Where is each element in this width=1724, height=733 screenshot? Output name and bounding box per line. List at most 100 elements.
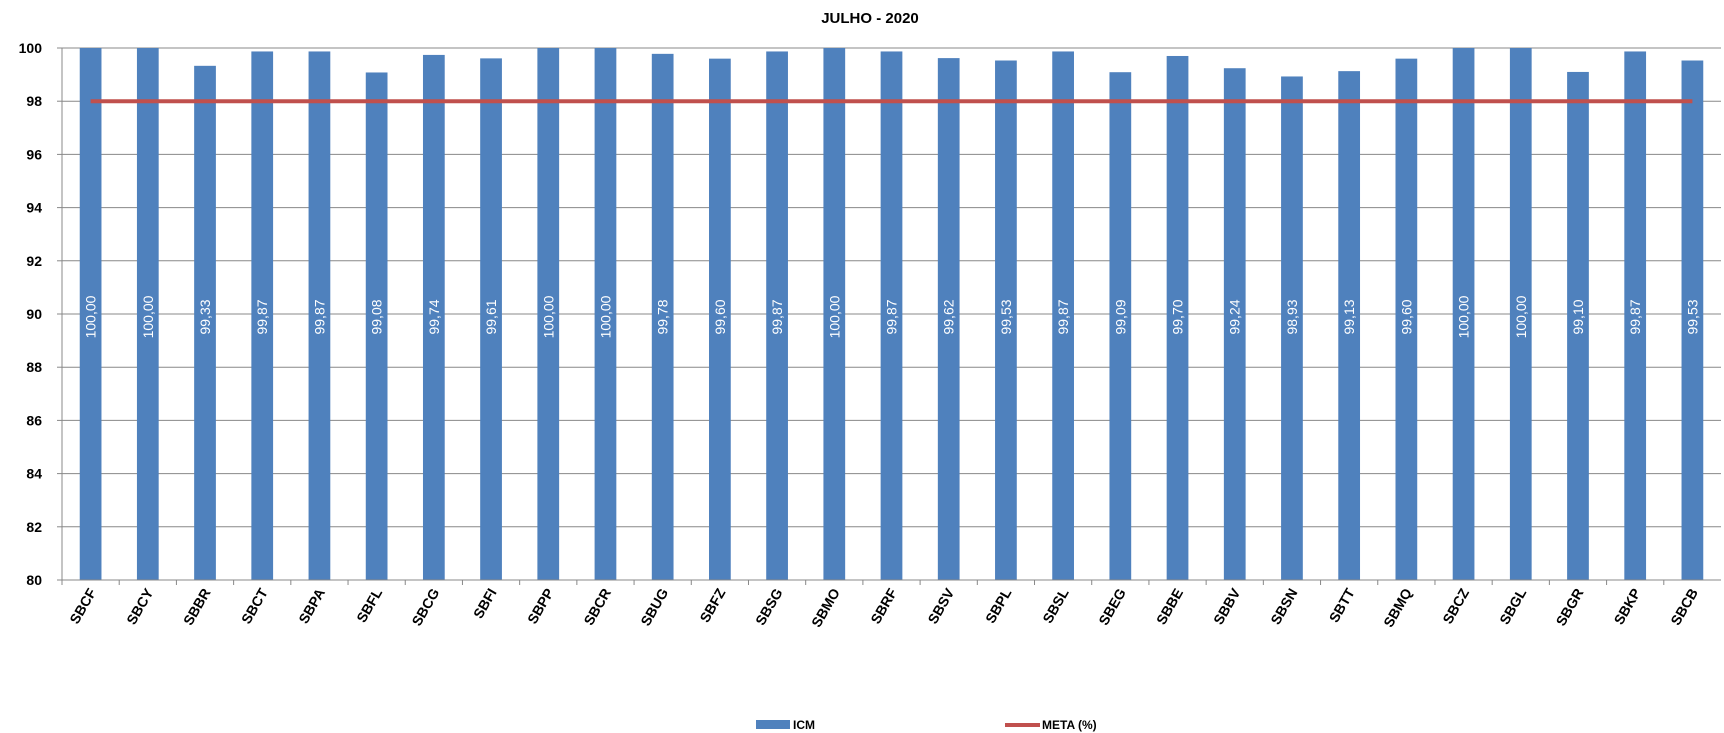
bar-sbbe: [1166, 55, 1189, 581]
bar-value-label: 99,24: [1227, 299, 1243, 334]
bar-sbtt: [1338, 71, 1361, 580]
bar-sbbv: [1223, 68, 1246, 580]
bar-sbcr: [594, 48, 617, 580]
bar-sbgr: [1567, 71, 1589, 580]
x-tick-label: SBSN: [1267, 586, 1300, 628]
bar-value-label: 99,62: [941, 299, 957, 334]
x-tick-label: SBSL: [1039, 585, 1072, 626]
x-tick-label: SBGR: [1552, 586, 1586, 629]
x-tick-label: SBCG: [408, 585, 442, 628]
bar-value-label: 99,33: [197, 299, 213, 334]
x-tick-label: SBFZ: [696, 585, 728, 625]
bar-value-label: 99,87: [1055, 299, 1071, 334]
bar-value-label: 98,93: [1284, 299, 1300, 334]
y-axis-ticks: 80 82 84 86 88 90 92 94 96 98 100: [19, 40, 62, 588]
x-tick-label: SBRF: [867, 585, 900, 626]
x-tick-label: SBCF: [66, 585, 99, 626]
bar-value-label: 100,00: [140, 295, 156, 338]
bar-sbcy: [136, 48, 159, 580]
y-tick-label: 90: [26, 306, 42, 322]
bar-value-label: 99,61: [483, 299, 499, 334]
bar-sbpp: [537, 48, 560, 580]
legend-icm-label: ICM: [793, 718, 815, 732]
bar-value-label: 100,00: [1456, 295, 1472, 338]
bar-value-label: 100,00: [540, 295, 556, 338]
x-tick-label: SBUG: [637, 585, 671, 628]
y-tick-label: 88: [26, 359, 42, 375]
bar-sbpa: [308, 51, 331, 580]
bar-sbpl: [995, 60, 1017, 580]
bar-sbsl: [1052, 51, 1074, 580]
bar-sbgl: [1509, 48, 1532, 580]
bar-sbct: [251, 51, 274, 580]
x-tick-label: SBFL: [353, 585, 385, 625]
axes: [61, 48, 1721, 581]
bar-sbfz: [709, 58, 731, 580]
y-tick-label: 84: [26, 466, 42, 482]
bar-value-label: 99,87: [884, 299, 900, 334]
y-tick-label: 92: [26, 253, 42, 269]
bar-sbsg: [766, 51, 788, 580]
x-tick-label: SBPP: [524, 586, 557, 627]
bar-value-label: 99,09: [1112, 299, 1128, 334]
x-tick-label: SBEG: [1095, 585, 1129, 627]
bar-value-label: 100,00: [1513, 295, 1529, 338]
y-tick-label: 86: [26, 412, 42, 428]
bar-sbkp: [1624, 51, 1647, 580]
y-tick-label: 82: [26, 519, 42, 535]
x-tick-label: SBSG: [752, 585, 786, 627]
x-tick-label: SBPL: [982, 585, 1015, 626]
bar-value-label: 99,87: [769, 299, 785, 334]
x-tick-label: SBCY: [123, 585, 157, 627]
bar-sbrf: [880, 51, 903, 580]
x-tick-label: SBCT: [238, 585, 271, 626]
x-tick-label: SBGL: [1496, 585, 1530, 627]
y-tick-label: 98: [26, 93, 42, 109]
bar-value-label: 99,13: [1341, 299, 1357, 334]
y-tick-label: 94: [26, 200, 42, 216]
x-tick-label: SBBV: [1210, 585, 1244, 627]
y-tick-label: 80: [26, 572, 42, 588]
bar-sbug: [651, 53, 674, 581]
legend-icm-swatch: [756, 720, 790, 729]
bar-sbsv: [937, 58, 960, 580]
x-axis-ticks: SBCF SBCY SBBR SBCT SBPA SBFL SBCG SBFI SBPP SBCR…: [61, 580, 1701, 630]
x-tick-label: SBCB: [1667, 586, 1701, 628]
bar-value-label: 99,08: [369, 299, 385, 334]
y-tick-label: 100: [19, 40, 43, 56]
x-tick-label: SBFI: [470, 586, 500, 622]
bar-value-label: 99,53: [998, 299, 1014, 334]
bar-value-label: 99,70: [1170, 299, 1186, 334]
bar-value-label: 99,78: [655, 299, 671, 334]
bar-value-label: 100,00: [826, 295, 842, 338]
x-tick-label: SBKP: [1610, 586, 1643, 628]
bar-value-label: 99,74: [426, 299, 442, 334]
bar-value-label: 99,87: [311, 299, 327, 334]
x-tick-label: SBSV: [924, 585, 957, 627]
x-tick-label: SBPA: [295, 586, 328, 627]
bar-value-label: 99,53: [1684, 299, 1700, 334]
bar-sbcg: [422, 54, 445, 580]
x-tick-label: SBTT: [1326, 585, 1358, 625]
bar-value-label: 99,87: [1627, 299, 1643, 334]
bar-sbsn: [1281, 76, 1303, 580]
bar-sbeg: [1109, 72, 1132, 581]
icm-bars: 100,00 100,00 99,33 99,87 99,87 99,08 99,74 99,…: [79, 48, 1704, 581]
x-tick-label: SBCZ: [1439, 585, 1472, 626]
bar-value-label: 99,87: [254, 299, 270, 334]
x-tick-label: SBBR: [180, 586, 214, 628]
x-tick-label: SBMO: [808, 585, 843, 629]
y-tick-label: 96: [26, 146, 42, 162]
bar-sbcz: [1452, 48, 1475, 580]
bar-value-label: 100,00: [597, 295, 613, 338]
bar-sbbr: [194, 65, 216, 580]
x-tick-label: SBCR: [580, 586, 614, 628]
chart-title: JULHO - 2020: [821, 10, 919, 27]
x-tick-label: SBMQ: [1380, 585, 1415, 629]
bar-sbmq: [1395, 58, 1418, 580]
bar-sbmo: [823, 48, 846, 580]
legend-meta-label: META (%): [1042, 718, 1097, 732]
bar-sbcf: [79, 48, 102, 580]
